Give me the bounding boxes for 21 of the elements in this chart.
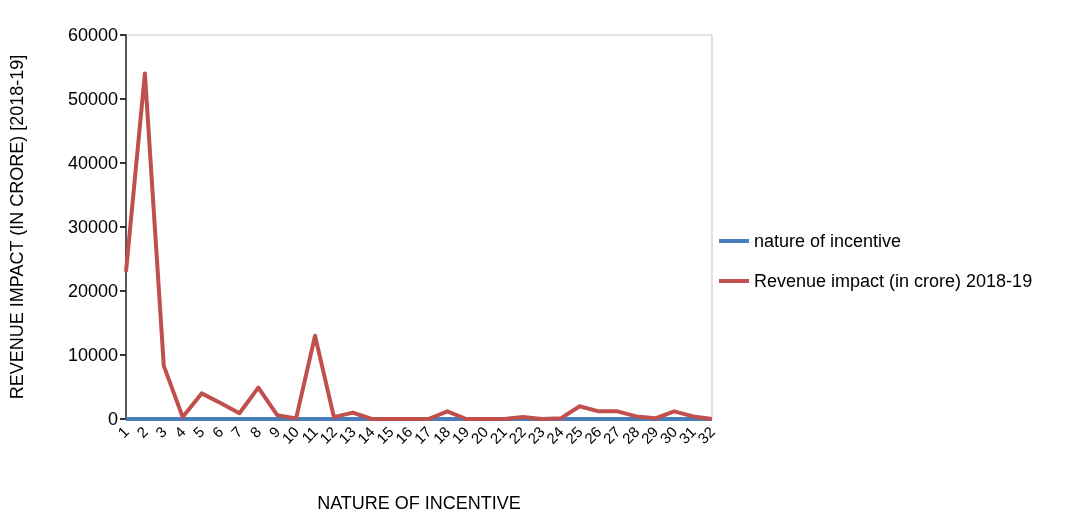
line-series (124, 71, 714, 421)
legend-label: nature of incentive (754, 231, 902, 251)
x-tick-label: 5 (189, 422, 208, 441)
legend-label: Revenue impact (in crore) 2018-19 (754, 271, 1033, 291)
y-tick-label: 0 (107, 409, 118, 429)
y-tick-label: 60000 (67, 25, 118, 45)
y-tick-label: 30000 (67, 217, 118, 237)
x-axis-title: NATURE OF INCENTIVE (317, 493, 521, 513)
y-tick-label: 20000 (67, 281, 118, 301)
x-tick-label: 18 (429, 422, 454, 447)
x-tick-label: 3 (151, 422, 170, 441)
x-tick-label: 8 (246, 422, 265, 441)
x-tick-label: 4 (170, 422, 189, 441)
y-tick-label: 10000 (67, 345, 118, 365)
x-tick-label: 2 (132, 422, 151, 441)
x-tick-label: 6 (208, 422, 227, 441)
y-tick-label: 40000 (67, 153, 118, 173)
y-tick-label: 50000 (67, 89, 118, 109)
x-tick-label: 7 (227, 422, 246, 441)
y-axis-title: REVENUE IMPACT (IN CRORE) [2018-19] (7, 54, 27, 400)
x-tick-label: 28 (618, 422, 643, 447)
